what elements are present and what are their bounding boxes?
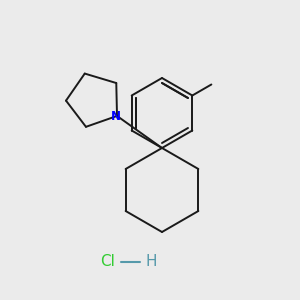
Text: Cl: Cl — [100, 254, 116, 269]
Text: N: N — [111, 110, 121, 123]
Text: H: H — [145, 254, 157, 269]
